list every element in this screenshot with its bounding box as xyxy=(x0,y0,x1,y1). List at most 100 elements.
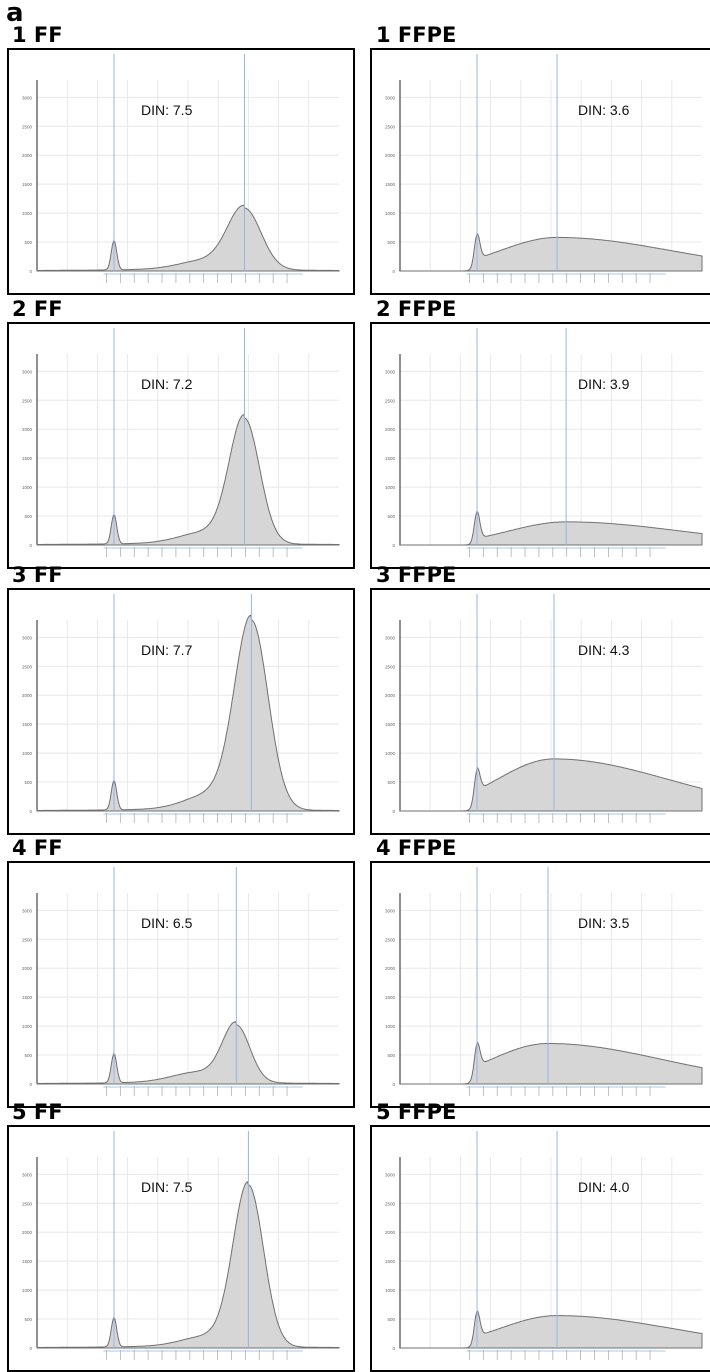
y-tick-label: 500 xyxy=(387,780,395,785)
electropherogram-panel: 3000 2500 2000 1500 1000 500 0 DIN: 4.3 xyxy=(370,588,710,835)
y-tick-label: 3000 xyxy=(22,635,33,640)
sample-label: 2 FFPE xyxy=(376,297,457,321)
y-tick-label: 500 xyxy=(387,1053,395,1058)
din-annotation: DIN: 3.9 xyxy=(578,376,630,392)
electropherogram-svg: 3000 2500 2000 1500 1000 500 0 xyxy=(22,1131,340,1360)
electropherogram-svg: 3000 2500 2000 1500 1000 500 0 xyxy=(22,867,340,1096)
sample-label: 3 FFPE xyxy=(376,563,457,587)
electropherogram-trace xyxy=(400,1041,703,1085)
y-tick-label: 0 xyxy=(392,543,395,548)
y-tick-label: 3000 xyxy=(22,908,33,913)
y-tick-label: 0 xyxy=(392,1346,395,1351)
electropherogram-panel: 3000 2500 2000 1500 1000 500 0 DIN: 3.6 xyxy=(370,48,710,295)
y-tick-label: 500 xyxy=(24,240,32,245)
din-annotation: DIN: 3.6 xyxy=(578,102,630,118)
din-annotation: DIN: 7.5 xyxy=(141,102,193,118)
electropherogram-panel: 3000 2500 2000 1500 1000 500 0 DIN: 3.5 xyxy=(370,861,710,1108)
y-tick-label: 0 xyxy=(29,809,32,814)
y-tick-label: 2500 xyxy=(22,398,33,403)
y-tick-label: 2500 xyxy=(22,937,33,942)
sample-label: 5 FF xyxy=(12,1100,63,1124)
electropherogram-svg: 3000 2500 2000 1500 1000 500 0 xyxy=(22,594,340,823)
y-tick-label: 0 xyxy=(392,1082,395,1087)
y-tick-label: 2500 xyxy=(385,1201,396,1206)
y-tick-label: 2500 xyxy=(22,124,33,129)
y-tick-label: 1500 xyxy=(385,722,396,727)
electropherogram-svg: 3000 2500 2000 1500 1000 500 0 xyxy=(385,594,703,823)
electropherogram-svg: 3000 2500 2000 1500 1000 500 0 xyxy=(385,1131,703,1360)
din-annotation: DIN: 7.7 xyxy=(141,642,193,658)
din-annotation: DIN: 7.2 xyxy=(141,376,193,392)
y-tick-label: 3000 xyxy=(385,908,396,913)
electropherogram-panel: 3000 2500 2000 1500 1000 500 0 DIN: 7.5 xyxy=(7,48,355,295)
y-tick-label: 2000 xyxy=(22,1230,33,1235)
y-tick-label: 2500 xyxy=(22,664,33,669)
y-tick-label: 1000 xyxy=(22,1024,33,1029)
y-tick-label: 3000 xyxy=(22,95,33,100)
sample-label: 4 FFPE xyxy=(376,836,457,860)
sample-label: 4 FF xyxy=(12,836,63,860)
y-tick-label: 2000 xyxy=(22,693,33,698)
y-tick-label: 3000 xyxy=(385,95,396,100)
sample-label: 5 FFPE xyxy=(376,1100,457,1124)
y-tick-label: 1500 xyxy=(22,995,33,1000)
electropherogram-trace xyxy=(36,414,340,546)
electropherogram-trace xyxy=(36,1021,340,1085)
y-tick-label: 0 xyxy=(29,1346,32,1351)
electropherogram-trace xyxy=(36,204,340,272)
y-tick-label: 500 xyxy=(24,780,32,785)
y-tick-label: 2500 xyxy=(385,124,396,129)
electropherogram-trace xyxy=(36,1180,340,1349)
din-annotation: DIN: 7.5 xyxy=(141,1179,193,1195)
y-tick-label: 2000 xyxy=(22,153,33,158)
electropherogram-panel: 3000 2500 2000 1500 1000 500 0 DIN: 6.5 xyxy=(7,861,355,1108)
y-tick-label: 2000 xyxy=(385,693,396,698)
y-tick-label: 3000 xyxy=(22,1172,33,1177)
din-annotation: DIN: 4.0 xyxy=(578,1179,630,1195)
y-tick-label: 1500 xyxy=(22,1259,33,1264)
y-tick-label: 2000 xyxy=(385,153,396,158)
sample-label: 1 FFPE xyxy=(376,23,457,47)
y-tick-label: 1000 xyxy=(385,1024,396,1029)
electropherogram-trace xyxy=(400,1310,703,1349)
y-tick-label: 1000 xyxy=(22,485,33,490)
sample-label: 2 FF xyxy=(12,297,63,321)
sample-label: 3 FF xyxy=(12,563,63,587)
electropherogram-panel: 3000 2500 2000 1500 1000 500 0 DIN: 3.9 xyxy=(370,322,710,569)
y-tick-label: 1000 xyxy=(385,485,396,490)
electropherogram-panel: 3000 2500 2000 1500 1000 500 0 DIN: 4.0 xyxy=(370,1125,710,1372)
y-tick-label: 3000 xyxy=(385,369,396,374)
y-tick-label: 0 xyxy=(29,269,32,274)
y-tick-label: 1500 xyxy=(22,722,33,727)
y-tick-label: 1000 xyxy=(385,1288,396,1293)
y-tick-label: 1500 xyxy=(385,995,396,1000)
y-tick-label: 1000 xyxy=(22,751,33,756)
y-tick-label: 2500 xyxy=(385,664,396,669)
y-tick-label: 500 xyxy=(387,514,395,519)
y-tick-label: 0 xyxy=(392,269,395,274)
y-tick-label: 2000 xyxy=(385,966,396,971)
y-tick-label: 2000 xyxy=(385,1230,396,1235)
y-tick-label: 3000 xyxy=(385,1172,396,1177)
electropherogram-svg: 3000 2500 2000 1500 1000 500 0 xyxy=(22,54,340,283)
y-tick-label: 1500 xyxy=(385,1259,396,1264)
y-tick-label: 0 xyxy=(29,1082,32,1087)
y-tick-label: 2000 xyxy=(22,427,33,432)
y-tick-label: 500 xyxy=(387,1317,395,1322)
y-tick-label: 1000 xyxy=(385,751,396,756)
din-annotation: DIN: 6.5 xyxy=(141,915,193,931)
figure-letter: a xyxy=(6,0,24,28)
y-tick-label: 500 xyxy=(24,1053,32,1058)
y-tick-label: 500 xyxy=(24,514,32,519)
y-tick-label: 1500 xyxy=(22,456,33,461)
electropherogram-trace xyxy=(400,233,703,272)
y-tick-label: 2500 xyxy=(22,1201,33,1206)
y-tick-label: 0 xyxy=(392,809,395,814)
y-tick-label: 1500 xyxy=(22,182,33,187)
electropherogram-svg: 3000 2500 2000 1500 1000 500 0 xyxy=(385,867,703,1096)
y-tick-label: 1500 xyxy=(385,182,396,187)
y-tick-label: 1000 xyxy=(22,1288,33,1293)
electropherogram-trace xyxy=(400,758,703,812)
electropherogram-trace xyxy=(36,614,340,812)
electropherogram-svg: 3000 2500 2000 1500 1000 500 0 xyxy=(385,328,703,557)
